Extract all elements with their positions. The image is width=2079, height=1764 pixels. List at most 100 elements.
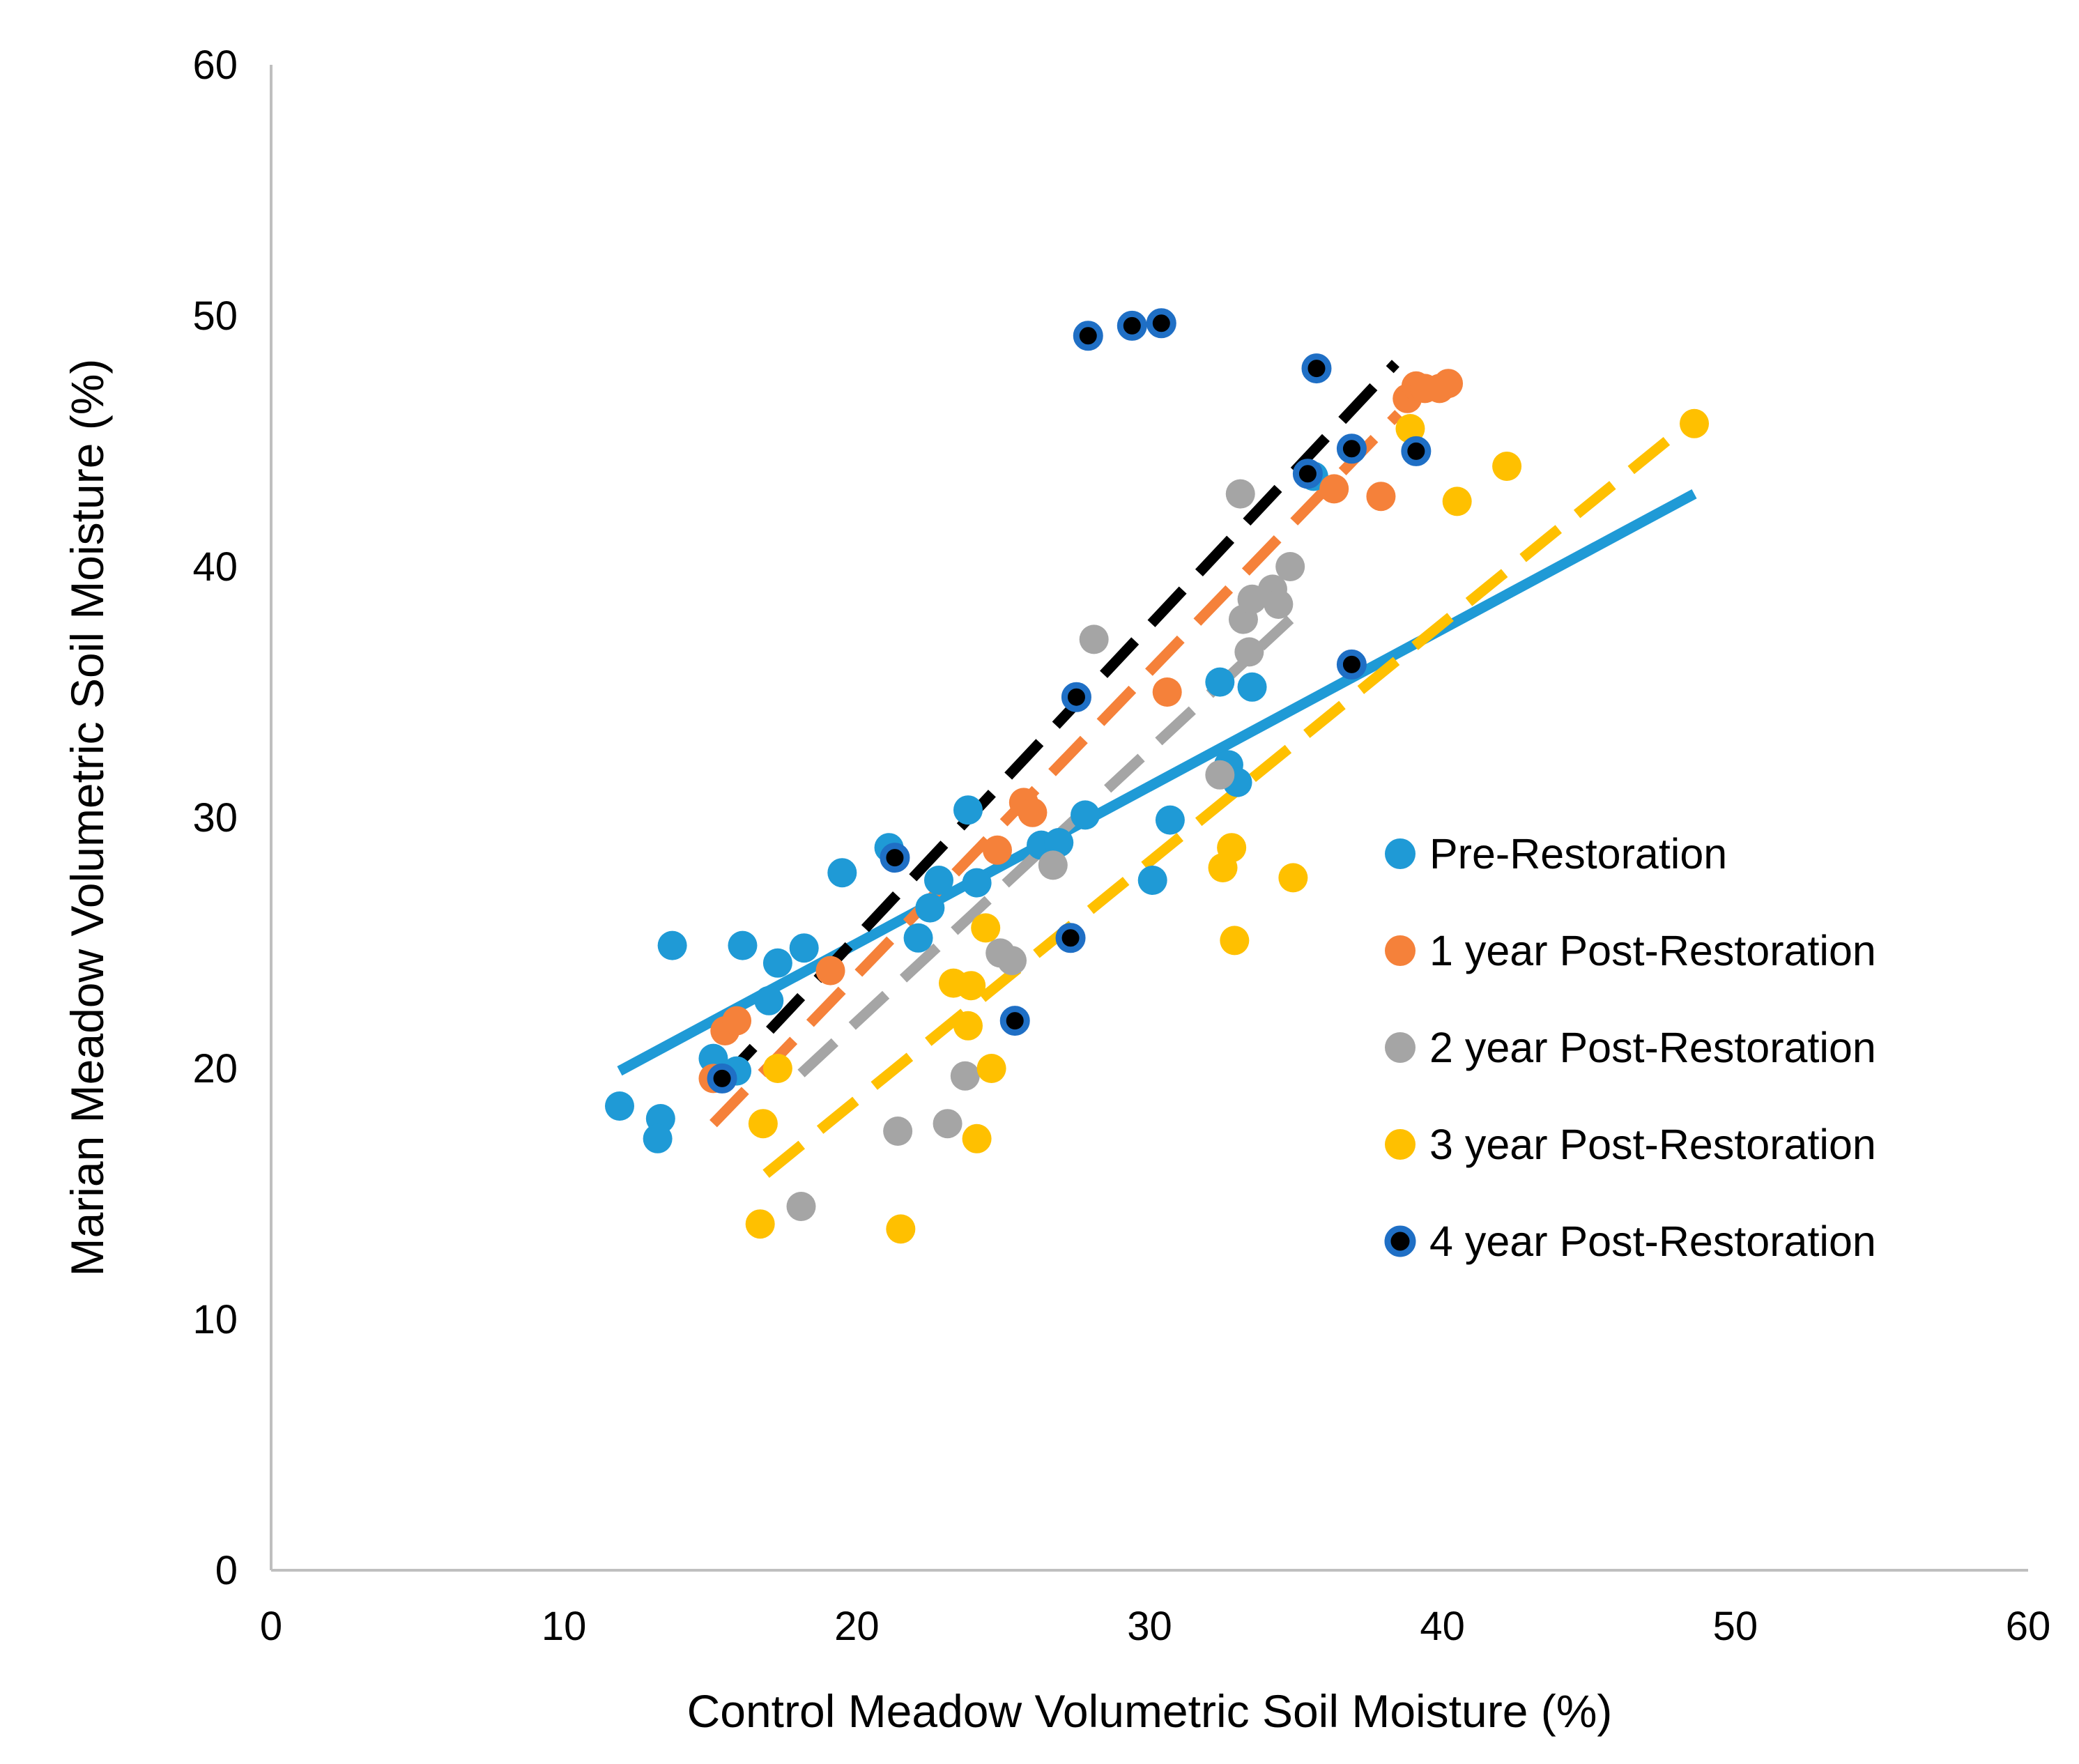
point-4-year-post-restoration <box>1055 923 1086 953</box>
point-pre-restoration <box>762 948 792 978</box>
point-3-year-post-restoration <box>1395 414 1425 443</box>
point-3-year-post-restoration <box>886 1214 916 1244</box>
legend-label-2-year-post-restoration: 2 year Post-Restoration <box>1429 1024 1876 1071</box>
y-tick-label: 60 <box>192 43 238 88</box>
point-1-year-post-restoration <box>815 956 845 985</box>
legend-label-4-year-post-restoration: 4 year Post-Restoration <box>1429 1218 1876 1265</box>
point-3-year-post-restoration <box>745 1209 775 1239</box>
x-tick-label: 10 <box>542 1604 587 1649</box>
point-pre-restoration <box>903 923 933 953</box>
x-tick-label: 40 <box>1420 1604 1465 1649</box>
point-3-year-post-restoration <box>762 1054 792 1083</box>
point-4-year-post-restoration <box>880 843 910 873</box>
point-3-year-post-restoration <box>971 913 1001 943</box>
x-tick-label: 50 <box>1713 1604 1758 1649</box>
point-2-year-post-restoration <box>1079 624 1109 654</box>
point-pre-restoration <box>754 985 784 1015</box>
point-pre-restoration <box>1071 800 1100 830</box>
legend-marker-2-year-post-restoration <box>1385 1032 1416 1063</box>
point-3-year-post-restoration <box>1442 486 1472 516</box>
point-4-year-post-restoration <box>1061 682 1091 712</box>
axis-labels: Control Meadow Volumetric Soil Moisture … <box>61 359 1612 1737</box>
point-pre-restoration <box>953 795 983 825</box>
y-tick-label: 20 <box>192 1046 238 1091</box>
point-2-year-post-restoration <box>950 1061 980 1091</box>
point-pre-restoration <box>1237 672 1267 702</box>
point-1-year-post-restoration <box>1319 474 1349 504</box>
point-pre-restoration <box>789 933 819 963</box>
point-pre-restoration <box>1205 667 1235 697</box>
trendline-pre-restoration <box>617 489 1697 1076</box>
point-pre-restoration <box>923 866 953 895</box>
data-points <box>604 308 1710 1244</box>
x-tick-label: 30 <box>1127 1604 1172 1649</box>
point-2-year-post-restoration <box>1234 637 1264 667</box>
point-2-year-post-restoration <box>997 946 1027 976</box>
legend-marker-1-year-post-restoration <box>1385 935 1416 966</box>
point-pre-restoration <box>657 930 687 960</box>
legend: Pre-Restoration 1 year Post-Restoration 2 … <box>1384 830 1876 1265</box>
legend-marker-pre-restoration <box>1385 838 1416 869</box>
point-pre-restoration <box>643 1123 673 1153</box>
y-tick-label: 10 <box>192 1297 238 1342</box>
point-pre-restoration <box>604 1091 634 1121</box>
point-3-year-post-restoration <box>976 1054 1006 1083</box>
point-2-year-post-restoration <box>933 1109 962 1139</box>
trendline-1-year-post-restoration <box>709 410 1403 1128</box>
point-1-year-post-restoration <box>1366 482 1396 512</box>
y-tick-label: 40 <box>192 544 238 590</box>
point-3-year-post-restoration <box>956 971 986 1001</box>
point-1-year-post-restoration <box>722 1006 752 1036</box>
point-3-year-post-restoration <box>962 1123 992 1153</box>
x-tick-label: 20 <box>834 1604 880 1649</box>
legend-marker-3-year-post-restoration <box>1385 1129 1416 1160</box>
y-tick-label: 50 <box>192 293 238 339</box>
legend-label-1-year-post-restoration: 1 year Post-Restoration <box>1429 927 1876 974</box>
y-tick-label: 30 <box>192 795 238 841</box>
axes: 0 10 20 30 40 50 60 0 10 20 30 40 50 60 <box>192 43 2050 1649</box>
x-tick-label: 0 <box>260 1604 282 1649</box>
point-2-year-post-restoration <box>1205 760 1235 790</box>
point-pre-restoration <box>1155 805 1185 835</box>
point-3-year-post-restoration <box>1217 833 1247 863</box>
point-1-year-post-restoration <box>983 835 1013 865</box>
point-2-year-post-restoration <box>1225 479 1255 509</box>
point-2-year-post-restoration <box>786 1192 816 1221</box>
x-axis-title: Control Meadow Volumetric Soil Moisture … <box>687 1685 1613 1737</box>
point-3-year-post-restoration <box>1680 408 1710 438</box>
point-2-year-post-restoration <box>1275 552 1305 581</box>
point-4-year-post-restoration <box>1401 436 1432 466</box>
point-4-year-post-restoration <box>1301 353 1332 384</box>
point-3-year-post-restoration <box>1278 863 1308 893</box>
point-4-year-post-restoration <box>999 1006 1030 1036</box>
point-pre-restoration <box>962 868 992 898</box>
legend-marker-4-year-post-restoration <box>1384 1225 1416 1257</box>
point-4-year-post-restoration <box>1292 459 1323 489</box>
point-3-year-post-restoration <box>953 1011 983 1041</box>
point-4-year-post-restoration <box>1117 310 1147 341</box>
point-4-year-post-restoration <box>1073 321 1103 351</box>
point-pre-restoration <box>915 893 945 923</box>
y-axis-title: Marian Meadow Volumetric Soil Moisture (… <box>61 359 113 1277</box>
point-pre-restoration <box>827 858 857 888</box>
legend-label-pre-restoration: Pre-Restoration <box>1429 830 1727 877</box>
point-3-year-post-restoration <box>1220 926 1250 956</box>
point-1-year-post-restoration <box>1152 677 1182 707</box>
point-pre-restoration <box>728 930 758 960</box>
trendline-2-year-post-restoration <box>797 615 1294 1077</box>
point-1-year-post-restoration <box>1434 369 1464 399</box>
point-pre-restoration <box>1137 866 1167 895</box>
point-3-year-post-restoration <box>748 1109 778 1139</box>
point-3-year-post-restoration <box>1492 452 1522 481</box>
y-tick-label: 0 <box>215 1548 238 1593</box>
point-4-year-post-restoration <box>707 1063 737 1094</box>
point-4-year-post-restoration <box>1336 434 1367 464</box>
point-4-year-post-restoration <box>1336 649 1367 680</box>
point-pre-restoration <box>1044 828 1074 857</box>
point-2-year-post-restoration <box>1264 590 1294 619</box>
legend-label-3-year-post-restoration: 3 year Post-Restoration <box>1429 1121 1876 1168</box>
trendline-3-year-post-restoration <box>762 414 1698 1179</box>
point-1-year-post-restoration <box>1018 797 1048 827</box>
